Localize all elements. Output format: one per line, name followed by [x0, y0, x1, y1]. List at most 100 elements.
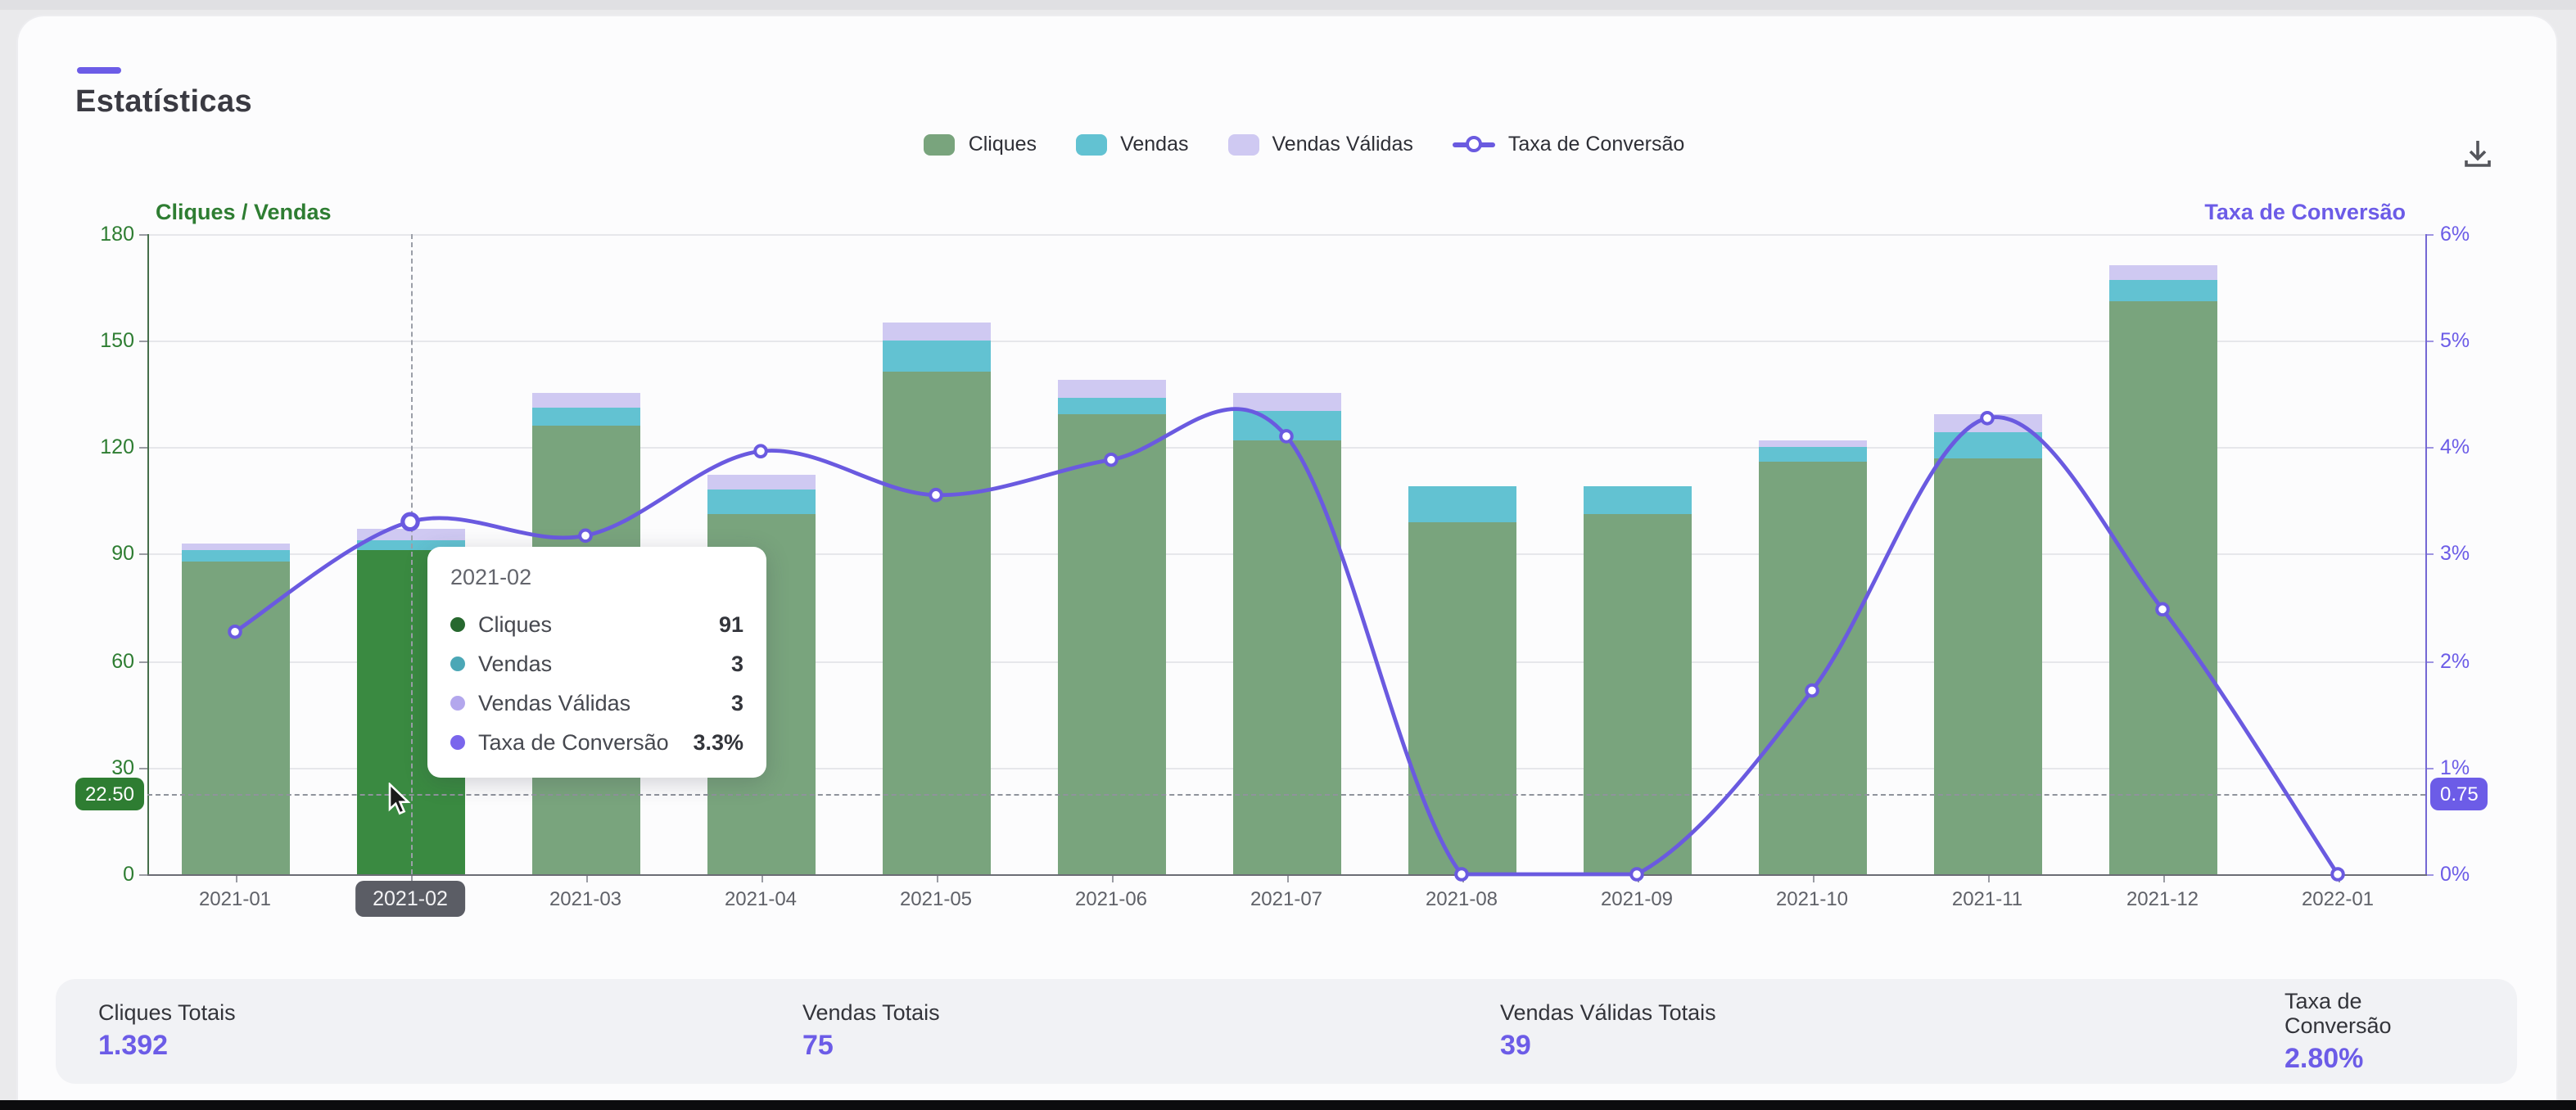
- tooltip-series-dot-icon: [450, 734, 465, 749]
- crosshair-horizontal-line: [147, 794, 2425, 796]
- legend-item-3[interactable]: Vendas Válidas: [1227, 133, 1413, 156]
- left-axis-tick-label: 30: [111, 756, 134, 779]
- bar-segment-cliques[interactable]: [1933, 458, 2041, 874]
- bar-segment-vendas-validas[interactable]: [181, 543, 289, 551]
- tooltip-series-dot-icon: [450, 695, 465, 710]
- left-axis-tick: [139, 661, 147, 662]
- stat-value: 39: [1500, 1030, 1531, 1061]
- stat-label: Taxa de Conversão: [2285, 988, 2392, 1037]
- x-axis-label: 2021-07: [1250, 887, 1323, 910]
- right-axis-tick-label: 2%: [2440, 649, 2470, 672]
- tooltip-series-value: 3: [730, 651, 743, 675]
- bar-segment-vendas[interactable]: [1408, 485, 1516, 522]
- bar-segment-cliques[interactable]: [1758, 461, 1866, 874]
- right-axis-line: [2425, 233, 2427, 874]
- right-axis-tick-label: 4%: [2440, 435, 2470, 458]
- stat-value: 75: [802, 1030, 834, 1061]
- stat-item-4: Taxa de Conversão 2.80%: [2285, 988, 2474, 1075]
- x-axis-label: 2021-09: [1600, 887, 1674, 910]
- bar-segment-vendas-validas[interactable]: [1933, 414, 2041, 433]
- bar-segment-vendas[interactable]: [2108, 279, 2217, 301]
- bar-segment-vendas[interactable]: [1583, 485, 1691, 515]
- left-axis-tick-label: 120: [100, 435, 134, 458]
- chart-legend: Cliques Vendas Vendas Válidas Taxa de Conve…: [165, 133, 2443, 156]
- crosshair-vertical-line: [410, 233, 412, 874]
- tooltip-title: 2021-02: [450, 565, 532, 589]
- left-axis-tick-label: 180: [100, 222, 134, 245]
- right-axis-tick-label: 0%: [2440, 863, 2470, 886]
- tooltip-row: Vendas Válidas 3: [450, 683, 743, 722]
- tooltip-series-value: 91: [718, 611, 743, 636]
- tooltip-row: Cliques 91: [450, 604, 743, 643]
- left-axis-tick-label: 150: [100, 328, 134, 352]
- tooltip-row: Vendas 3: [450, 643, 743, 683]
- legend-label: Vendas: [1120, 133, 1189, 156]
- x-axis-tick: [2338, 876, 2339, 882]
- bar-segment-cliques[interactable]: [1583, 514, 1691, 874]
- bar-segment-cliques[interactable]: [2108, 300, 2217, 874]
- stat-item-3: Vendas Válidas Totais 39: [1500, 1000, 2285, 1063]
- bar-segment-vendas-validas[interactable]: [531, 393, 639, 408]
- right-axis-tick-label: 1%: [2440, 756, 2470, 779]
- bar-segment-vendas-validas[interactable]: [707, 475, 815, 490]
- bar-segment-vendas[interactable]: [1933, 432, 2041, 458]
- bar-segment-cliques[interactable]: [1057, 414, 1165, 874]
- bar-segment-vendas[interactable]: [1057, 397, 1165, 415]
- legend-swatch-icon: [1227, 133, 1259, 155]
- left-axis-tick: [139, 233, 147, 235]
- x-axis-tick: [1637, 876, 1638, 882]
- stat-item-2: Vendas Totais 75: [802, 1000, 1500, 1063]
- legend-item-2[interactable]: Vendas: [1076, 133, 1189, 156]
- x-axis-label: 2021-11: [1951, 887, 2023, 910]
- x-axis-label: 2022-01: [2301, 887, 2375, 910]
- x-axis-tick: [235, 876, 237, 882]
- right-axis-title: Taxa de Conversão: [2204, 200, 2406, 224]
- window-top-edge: [0, 0, 2576, 10]
- bar-segment-vendas-validas[interactable]: [2108, 265, 2217, 280]
- bar-segment-vendas[interactable]: [882, 340, 990, 372]
- left-axis-tick: [139, 874, 147, 876]
- crosshair-right-value-badge: 0.75: [2430, 778, 2488, 811]
- right-axis-tick-label: 3%: [2440, 542, 2470, 566]
- page-title: Estatísticas: [75, 85, 253, 120]
- x-axis-tick: [1286, 876, 1288, 882]
- download-button[interactable]: [2458, 134, 2497, 174]
- x-axis-tick: [1812, 876, 1814, 882]
- left-axis-tick-label: 90: [111, 542, 134, 566]
- tooltip-series-label: Vendas Válidas: [478, 690, 631, 715]
- bar-segment-vendas-validas[interactable]: [1232, 393, 1340, 412]
- x-axis-tick: [1111, 876, 1113, 882]
- legend-item-1[interactable]: Cliques: [924, 133, 1037, 156]
- bar-segment-vendas[interactable]: [181, 550, 289, 562]
- bar-segment-vendas-validas[interactable]: [1057, 379, 1165, 398]
- x-axis-label: 2021-08: [1425, 887, 1498, 910]
- bar-segment-vendas[interactable]: [707, 490, 815, 515]
- tooltip-row: Taxa de Conversão 3.3%: [450, 722, 743, 761]
- gridline: [147, 233, 2425, 235]
- chart-tooltip: 2021-02 Cliques 91 Vendas 3 Vendas Válidas 3 T…: [427, 547, 766, 778]
- tooltip-series-label: Cliques: [478, 611, 553, 636]
- legend-line-marker-icon: [1452, 133, 1495, 155]
- bar-segment-cliques[interactable]: [882, 372, 990, 874]
- bar-segment-cliques[interactable]: [1232, 440, 1340, 874]
- bar-segment-cliques[interactable]: [181, 561, 289, 874]
- stat-value: 1.392: [98, 1030, 169, 1061]
- x-axis-tick: [761, 876, 762, 882]
- bar-segment-vendas[interactable]: [1758, 447, 1866, 462]
- left-axis-tick: [139, 340, 147, 342]
- bar-segment-vendas-validas[interactable]: [1758, 440, 1866, 447]
- right-axis-tick: [2425, 340, 2434, 342]
- bar-segment-vendas[interactable]: [531, 408, 639, 426]
- x-axis-label: 2021-01: [198, 887, 272, 910]
- bar-segment-vendas-validas[interactable]: [882, 322, 990, 341]
- bar-segment-vendas[interactable]: [1232, 411, 1340, 440]
- right-axis-tick: [2425, 553, 2434, 556]
- bar-segment-cliques[interactable]: [1408, 521, 1516, 874]
- legend-item-4[interactable]: Taxa de Conversão: [1452, 133, 1684, 156]
- tooltip-series-label: Vendas: [478, 651, 553, 675]
- tooltip-series-label: Taxa de Conversão: [478, 729, 669, 754]
- right-axis-tick: [2425, 233, 2434, 235]
- legend-label: Cliques: [968, 133, 1037, 156]
- stat-item-1: Cliques Totais 1.392: [98, 1000, 802, 1063]
